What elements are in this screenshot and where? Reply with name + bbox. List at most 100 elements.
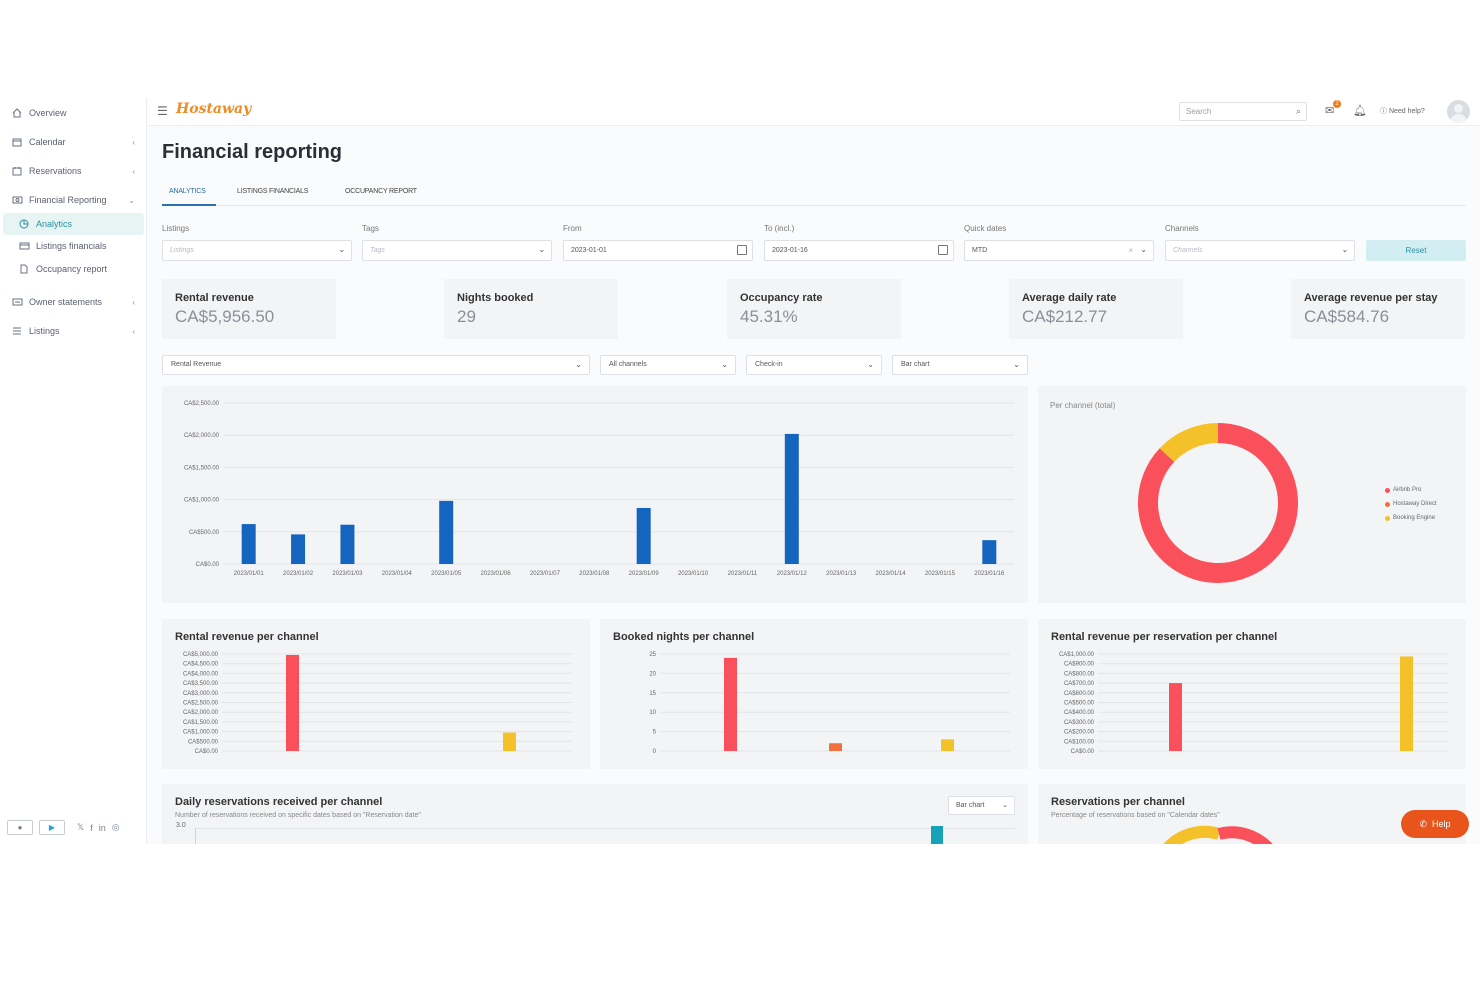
chevron-left-icon: ‹ [132,137,135,147]
x-tick-label: 2023/01/06 [481,571,512,577]
chart-type-select[interactable]: Bar chart ⌄ [892,355,1028,375]
bar [1169,683,1182,751]
sidebar-item-label: Financial Reporting [29,195,107,205]
sidebar-item-occupancy-report[interactable]: Occupancy report [0,258,147,280]
home-icon [11,107,23,119]
listings-select[interactable]: Listings ⌄ [162,240,352,261]
reset-button[interactable]: Reset [1366,240,1466,261]
daily-reservations-card: Daily reservations received per channel … [162,784,1028,844]
sidebar-item-financial-reporting[interactable]: Financial Reporting ⌄ [0,189,147,211]
facebook-icon[interactable]: f [90,822,93,833]
x-tick-label: 2023/01/01 [234,571,265,577]
sidebar-item-calendar[interactable]: Calendar ‹ [0,131,147,153]
date-basis-select[interactable]: Check-in ⌄ [746,355,882,375]
kpi-nights-booked: Nights booked 29 [444,279,618,339]
donut-slice [1159,423,1219,463]
avatar[interactable] [1447,100,1470,123]
revenue-chart-card: CA$0.00 CA$500.00 CA$1,000.00 CA$1,500.00 CA… [162,386,1028,603]
sidebar-item-listings[interactable]: Listings ‹ [0,320,147,342]
calendar-icon[interactable] [737,245,747,255]
channel-filter-value: All channels [609,361,647,368]
hamburger-menu-icon[interactable]: ☰ [157,104,168,118]
app-store-button[interactable]: ● [7,820,33,835]
y-tick-label: CA$2,000.00 [183,710,219,716]
metric-select[interactable]: Rental Revenue ⌄ [162,355,590,375]
sidebar-item-label: Overview [29,108,67,118]
y-tick-label: CA$5,000.00 [183,652,219,658]
y-tick-label: CA$3,000.00 [183,691,219,697]
y-axis-line [195,828,196,844]
quick-dates-value: MTD [972,247,988,254]
y-tick-label: CA$500.00 [189,530,220,536]
twitter-icon[interactable]: 𝕏 [77,822,85,832]
topbar: ☰ Hostaway Search ⌕ ✉ 2 🔔︎ ⓘ Need help? [148,98,1480,126]
from-date-value: 2023-01-01 [571,247,607,254]
x-tick-label: 2023/01/02 [283,571,314,577]
sidebar-item-reservations[interactable]: Reservations ‹ [0,160,147,182]
y-tick-label: CA$0.00 [196,562,220,568]
sidebar-item-analytics[interactable]: Analytics [3,213,144,235]
messages-icon[interactable]: ✉ [1325,105,1335,117]
chart-type-dropdown[interactable]: Bar chart ⌄ [948,796,1015,815]
sidebar-item-overview[interactable]: Overview [0,102,147,124]
bell-icon[interactable]: 🔔︎ [1353,105,1367,117]
channels-select[interactable]: Channels ⌄ [1165,240,1355,261]
revenue-bar-chart: CA$0.00 CA$500.00 CA$1,000.00 CA$1,500.00 CA… [184,401,1014,577]
y-tick-label: CA$2,500.00 [183,701,219,707]
sidebar-item-listings-financials[interactable]: Listings financials [0,235,147,257]
linkedin-icon[interactable]: in [98,822,106,833]
need-help-link[interactable]: ⓘ Need help? [1380,106,1425,116]
help-button-label: Help [1432,819,1451,829]
tags-select[interactable]: Tags ⌄ [362,240,552,261]
sidebar-item-owner-statements[interactable]: Owner statements ‹ [0,291,147,313]
tab-occupancy-report[interactable]: OCCUPANCY REPORT [345,188,417,195]
chevron-down-icon: ⌄ [1002,802,1008,809]
y-tick-label: CA$0.00 [1071,749,1095,755]
y-axis-tick: 3.0 [176,822,186,829]
donut-segment [1163,825,1221,844]
card-title: Daily reservations received per channel [175,796,383,808]
calendar-icon[interactable] [938,245,948,255]
search-placeholder: Search [1186,107,1212,116]
help-button[interactable]: ✆ Help [1401,810,1469,838]
logo: Hostaway [176,101,252,117]
sidebar: Overview Calendar ‹ Reservations ‹ Finan… [0,98,147,844]
quick-dates-select[interactable]: MTD × ⌄ [964,240,1154,261]
tab-listings-financials[interactable]: LISTINGS FINANCIALS [237,188,309,195]
kpi-value: CA$5,956.50 [175,307,275,326]
x-tick-label: 2023/01/07 [530,571,561,577]
y-tick-label: CA$4,500.00 [183,662,219,668]
rev-per-res-chart: CA$0.00 CA$100.00 CA$200.00 CA$300.00 CA$400… [1059,652,1448,755]
to-label: To (incl.) [764,224,795,233]
channel-filter-select[interactable]: All channels ⌄ [600,355,736,375]
tags-placeholder: Tags [370,247,385,254]
calendar-icon [11,136,23,148]
y-tick-label: CA$1,000.00 [183,730,219,736]
chevron-down-icon: ⌄ [1140,245,1147,254]
kpi-label: Rental revenue [175,292,254,304]
per-channel-card: Per channel (total) [1038,386,1466,603]
sidebar-item-label: Listings financials [36,241,107,251]
clear-icon[interactable]: × [1128,246,1133,255]
listings-label: Listings [162,224,190,233]
bar [636,507,651,564]
tags-label: Tags [362,224,379,233]
bar [724,657,737,751]
bar [439,500,454,564]
y-tick-label: CA$1,000.00 [184,498,220,504]
google-play-button[interactable]: ▶ [39,820,65,835]
tab-analytics[interactable]: ANALYTICS [169,188,206,195]
y-tick-label: 15 [649,691,656,697]
y-tick-label: CA$200.00 [1064,730,1095,736]
legend-item[interactable]: Airbnb Pro [1385,487,1421,493]
bar [241,524,256,564]
instagram-icon[interactable]: ◎ [111,822,120,832]
legend-item[interactable]: Hostaway Direct [1385,501,1437,507]
legend-item[interactable]: Booking Engine [1385,515,1435,521]
to-date-input[interactable]: 2023-01-16 [764,240,954,261]
from-date-input[interactable]: 2023-01-01 [563,240,753,261]
sidebar-item-label: Owner statements [29,297,103,307]
search-input[interactable]: Search ⌕ [1179,102,1307,121]
play-icon: ▶ [48,823,56,832]
x-tick-label: 2023/01/13 [826,571,857,577]
